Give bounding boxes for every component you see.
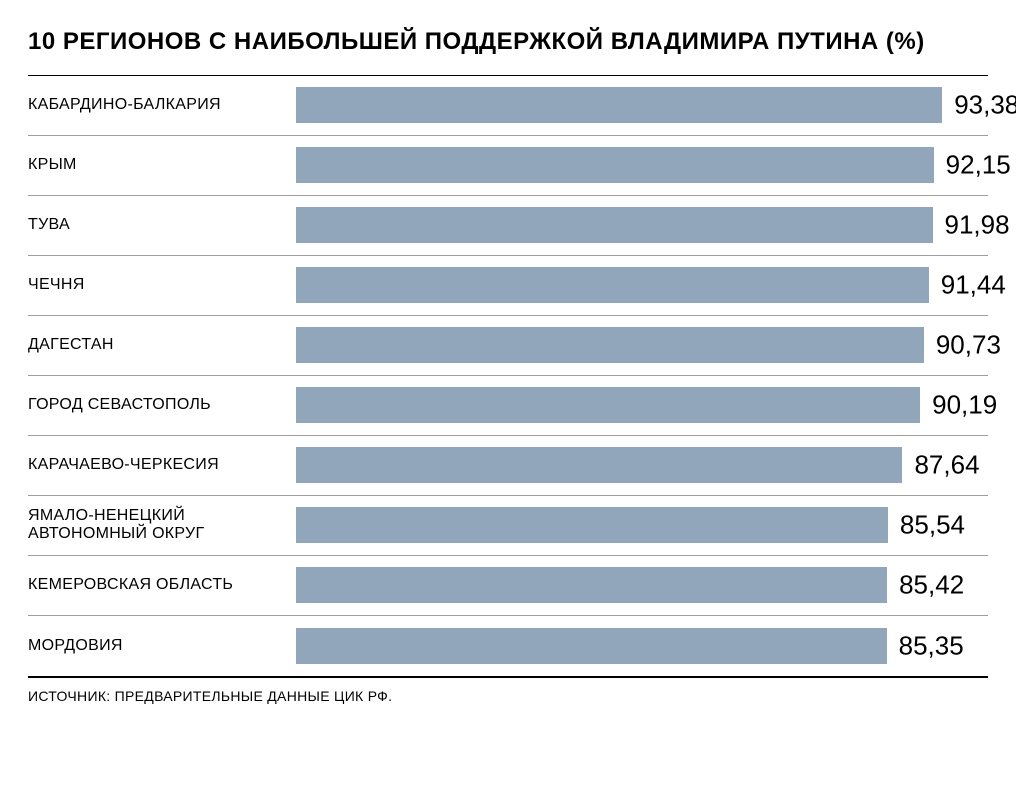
bar (296, 267, 929, 303)
row-value: 91,44 (941, 270, 1006, 301)
bar-chart: КАБАРДИНО-БАЛКАРИЯ93,38КРЫМ92,15ТУВА91,9… (28, 75, 988, 678)
row-label: ЯМАЛО-НЕНЕЦКИЙ АВТОНОМНЫЙ ОКРУГ (28, 496, 296, 555)
row-label: МОРДОВИЯ (28, 616, 296, 676)
bar (296, 327, 924, 363)
bar (296, 507, 888, 543)
bar-cell: 85,54 (296, 496, 988, 555)
row-value: 85,35 (899, 630, 964, 661)
bar (296, 207, 933, 243)
chart-row: ДАГЕСТАН90,73 (28, 316, 988, 376)
row-label: КРЫМ (28, 136, 296, 195)
row-label: КЕМЕРОВСКАЯ ОБЛАСТЬ (28, 556, 296, 615)
chart-row: КЕМЕРОВСКАЯ ОБЛАСТЬ 85,42 (28, 556, 988, 616)
row-label: ГОРОД СЕВАСТОПОЛЬ (28, 376, 296, 435)
source-note: ИСТОЧНИК: ПРЕДВАРИТЕЛЬНЫЕ ДАННЫЕ ЦИК РФ. (28, 688, 988, 704)
bar-cell: 90,19 (296, 376, 988, 435)
bar (296, 87, 942, 123)
bar-cell: 93,38 (296, 76, 988, 135)
chart-row: КРЫМ92,15 (28, 136, 988, 196)
chart-title: 10 РЕГИОНОВ С НАИБОЛЬШЕЙ ПОДДЕРЖКОЙ ВЛАД… (28, 28, 988, 57)
row-value: 85,54 (900, 510, 965, 541)
chart-row: ЧЕЧНЯ91,44 (28, 256, 988, 316)
chart-row: МОРДОВИЯ 85,35 (28, 616, 988, 676)
row-value: 87,64 (914, 450, 979, 481)
row-label: ТУВА (28, 196, 296, 255)
row-label: КАРАЧАЕВО-ЧЕРКЕСИЯ (28, 436, 296, 495)
row-label: ЧЕЧНЯ (28, 256, 296, 315)
row-value: 93,38 (954, 90, 1016, 121)
row-value: 91,98 (945, 210, 1010, 241)
bar-cell: 91,44 (296, 256, 988, 315)
bar-cell: 90,73 (296, 316, 988, 375)
bar (296, 387, 920, 423)
row-label: КАБАРДИНО-БАЛКАРИЯ (28, 76, 296, 135)
chart-row: ЯМАЛО-НЕНЕЦКИЙ АВТОНОМНЫЙ ОКРУГ 85,54 (28, 496, 988, 556)
row-value: 90,19 (932, 390, 997, 421)
row-value: 92,15 (946, 150, 1011, 181)
bar-cell: 91,98 (296, 196, 988, 255)
row-value: 90,73 (936, 330, 1001, 361)
bar-cell: 85,35 (296, 616, 988, 676)
bar-cell: 92,15 (296, 136, 988, 195)
chart-row: ТУВА91,98 (28, 196, 988, 256)
chart-container: 10 РЕГИОНОВ С НАИБОЛЬШЕЙ ПОДДЕРЖКОЙ ВЛАД… (0, 0, 1016, 724)
bar-cell: 87,64 (296, 436, 988, 495)
chart-row: КАРАЧАЕВО-ЧЕРКЕСИЯ 87,64 (28, 436, 988, 496)
bar (296, 628, 887, 664)
bar (296, 447, 902, 483)
bar-cell: 85,42 (296, 556, 988, 615)
bar (296, 567, 887, 603)
bar (296, 147, 934, 183)
chart-row: КАБАРДИНО-БАЛКАРИЯ93,38 (28, 76, 988, 136)
chart-row: ГОРОД СЕВАСТОПОЛЬ90,19 (28, 376, 988, 436)
row-value: 85,42 (899, 570, 964, 601)
row-label: ДАГЕСТАН (28, 316, 296, 375)
